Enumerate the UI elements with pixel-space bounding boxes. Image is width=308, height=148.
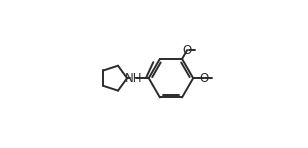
- Text: O: O: [183, 44, 192, 57]
- Text: O: O: [199, 72, 209, 85]
- Text: NH: NH: [125, 72, 142, 85]
